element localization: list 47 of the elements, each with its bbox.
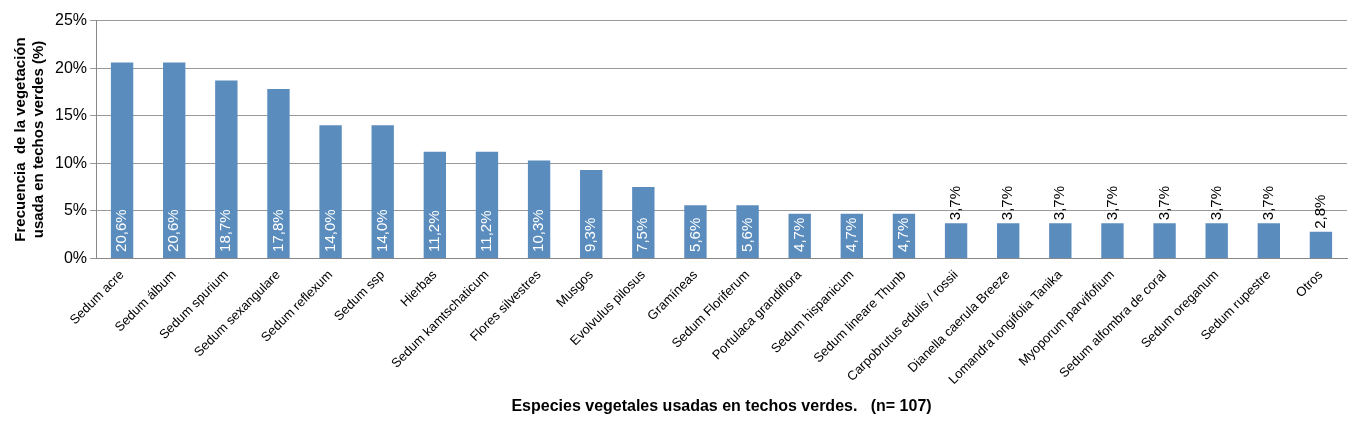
bar bbox=[1205, 223, 1228, 258]
data-label: 11,2% bbox=[424, 210, 442, 252]
bar bbox=[267, 89, 290, 258]
data-label: 3,7% bbox=[1206, 186, 1224, 221]
y-tick-label: 25% bbox=[54, 11, 88, 29]
bar bbox=[1153, 223, 1176, 258]
bar bbox=[997, 223, 1020, 258]
data-label: 9,3% bbox=[581, 217, 599, 252]
y-tick-label: 5% bbox=[63, 201, 88, 219]
y-axis-title: Frecuencia de la vegetación usada en techos verdes (%) bbox=[11, 37, 47, 242]
bar bbox=[1049, 223, 1072, 258]
x-axis-title: Especies vegetales usadas en techos verdes. (n= 107) bbox=[511, 396, 932, 414]
bar bbox=[944, 223, 968, 258]
data-label: 5,6% bbox=[737, 217, 755, 252]
data-label: 3,7% bbox=[998, 186, 1016, 221]
data-label: 20,6% bbox=[112, 209, 130, 252]
data-label: 3,7% bbox=[1050, 186, 1068, 221]
data-label: 17,8% bbox=[268, 209, 286, 252]
data-label: 4,7% bbox=[841, 217, 859, 252]
data-label: 4,7% bbox=[894, 217, 912, 252]
y-tick-label: 15% bbox=[54, 106, 88, 124]
data-label: 3,7% bbox=[1102, 186, 1120, 221]
data-label: 20,6% bbox=[164, 209, 182, 252]
data-label: 10,3% bbox=[529, 209, 547, 252]
data-label: 2,8% bbox=[1311, 194, 1329, 229]
data-label: 3,7% bbox=[1258, 186, 1276, 221]
y-tick-label: 20% bbox=[54, 58, 88, 76]
y-tick-label: 0% bbox=[63, 248, 88, 266]
data-label: 7,5% bbox=[633, 217, 651, 252]
bar bbox=[632, 187, 655, 258]
bar bbox=[371, 125, 394, 258]
data-label: 3,7% bbox=[946, 186, 964, 221]
y-tick-label: 10% bbox=[54, 153, 88, 171]
data-label: 14,0% bbox=[320, 209, 338, 252]
bar bbox=[1309, 231, 1333, 258]
bar bbox=[163, 62, 186, 258]
data-label: 3,7% bbox=[1154, 186, 1172, 221]
data-label: 4,7% bbox=[789, 217, 807, 252]
data-label: 11,2% bbox=[477, 210, 495, 252]
bar bbox=[1257, 223, 1280, 258]
data-label: 5,6% bbox=[685, 217, 703, 252]
bar bbox=[1101, 223, 1124, 258]
bar bbox=[319, 125, 342, 258]
data-label: 18,7% bbox=[216, 209, 234, 252]
data-label: 14,0% bbox=[372, 209, 390, 252]
bar bbox=[110, 62, 134, 258]
bar bbox=[215, 80, 238, 258]
